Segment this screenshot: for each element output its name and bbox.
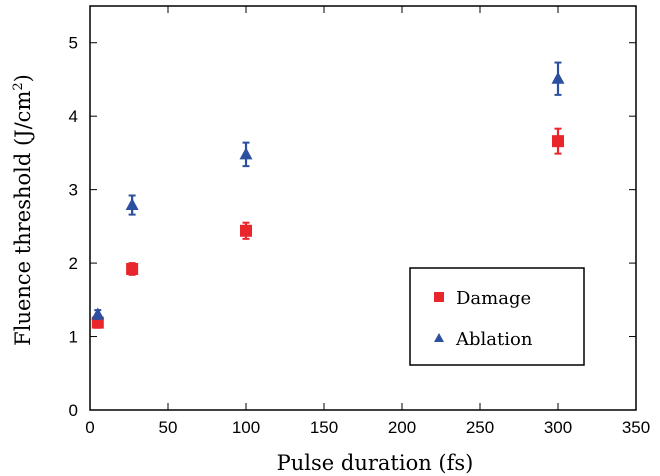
x-tick-label: 0 bbox=[85, 418, 94, 437]
damage-point bbox=[126, 262, 139, 275]
y-tick-label: 0 bbox=[69, 401, 78, 420]
x-tick-label: 300 bbox=[544, 418, 572, 437]
axis-ticks bbox=[89, 6, 637, 411]
ablation-point bbox=[239, 147, 253, 160]
plot-frame bbox=[89, 5, 637, 411]
axis-tick-labels: 0 50 100 150 200 250 300 350 0 1 2 3 4 5 bbox=[69, 34, 651, 437]
y-tick-label: 1 bbox=[69, 328, 78, 347]
y-axis-label-close: ) bbox=[11, 74, 35, 82]
y-axis-label-superscript: 2 bbox=[11, 82, 26, 90]
y-axis-label-main: Fluence threshold (J/cm bbox=[11, 91, 35, 346]
legend-damage-label: Damage bbox=[456, 288, 531, 309]
damage-point bbox=[552, 135, 564, 148]
x-tick-label: 50 bbox=[159, 418, 178, 437]
legend-ablation-marker bbox=[434, 333, 444, 342]
legend-box bbox=[409, 267, 585, 366]
y-tick-label: 3 bbox=[69, 181, 78, 200]
x-tick-label: 200 bbox=[388, 418, 416, 437]
legend-ablation-label: Ablation bbox=[455, 329, 533, 350]
legend: Damage Ablation bbox=[409, 267, 585, 366]
legend-damage-marker bbox=[434, 292, 444, 302]
x-tick-label: 150 bbox=[310, 418, 338, 437]
x-tick-label: 100 bbox=[232, 418, 260, 437]
x-tick-label: 250 bbox=[466, 418, 494, 437]
ablation-point bbox=[551, 71, 565, 84]
ablation-point bbox=[125, 198, 139, 211]
y-tick-label: 2 bbox=[69, 254, 78, 273]
data-marks bbox=[91, 61, 565, 329]
y-tick-label: 5 bbox=[69, 34, 78, 53]
damage-point bbox=[240, 224, 252, 237]
x-axis-label: Pulse duration (fs) bbox=[277, 451, 474, 475]
x-tick-label: 350 bbox=[622, 418, 650, 437]
y-tick-label: 4 bbox=[69, 107, 78, 126]
y-axis-label: Fluence threshold (J/cm2) bbox=[11, 74, 35, 346]
ablation-point bbox=[91, 307, 105, 320]
